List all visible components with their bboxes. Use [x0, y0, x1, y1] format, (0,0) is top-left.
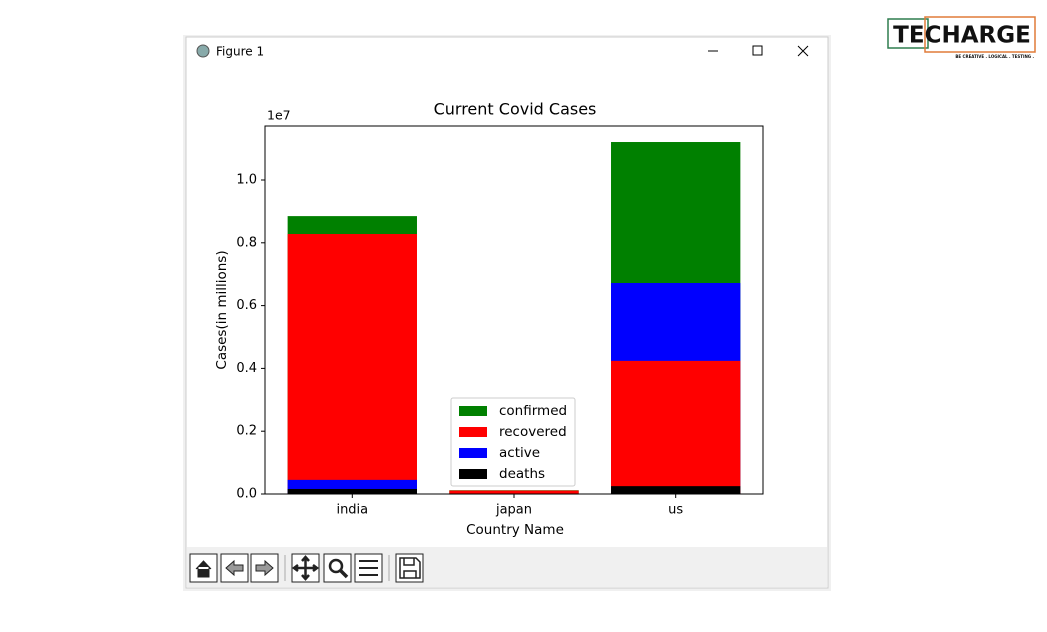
save-icon	[399, 557, 421, 579]
x-tick-label: us	[668, 503, 683, 518]
legend-label: active	[499, 445, 540, 461]
close-button[interactable]	[797, 45, 809, 57]
back-icon	[225, 559, 244, 577]
x-tick-label: japan	[495, 503, 532, 518]
bar	[611, 486, 741, 494]
legend-label: deaths	[499, 466, 545, 482]
plot	[287, 142, 741, 495]
bar	[287, 234, 417, 494]
x-tick-label: india	[336, 503, 368, 518]
zoom-icon	[338, 568, 349, 579]
maximize-button[interactable]	[752, 45, 763, 56]
legend	[450, 397, 576, 487]
y-tick-label: 0.0	[236, 487, 257, 502]
bar	[449, 490, 579, 494]
y-tick-label: 0.2	[236, 424, 257, 439]
zoom-button[interactable]	[323, 553, 352, 583]
y-tick-label: 0.8	[236, 235, 257, 250]
x-axis-label: Country Name	[466, 522, 564, 538]
configure-icon	[359, 560, 378, 576]
logo-box	[887, 18, 929, 49]
zoom-icon	[328, 558, 344, 574]
app-icon	[196, 44, 210, 58]
home-icon	[195, 560, 212, 578]
logo: TECHARGE	[893, 23, 1031, 49]
legend-swatch	[459, 427, 487, 437]
logo-box	[924, 16, 1036, 53]
y-tick-label: 0.6	[236, 298, 257, 313]
legend-label: confirmed	[499, 403, 567, 419]
legend-swatch	[459, 469, 487, 479]
offset-text: 1e7	[267, 108, 291, 123]
y-tick-label: 0.4	[236, 361, 257, 376]
bar	[611, 360, 741, 494]
legend-label: recovered	[499, 424, 567, 440]
y-axis-label: Cases(in millions)	[214, 250, 230, 369]
toolbar	[187, 547, 827, 587]
legend-swatch	[459, 406, 487, 416]
legend-swatch	[459, 448, 487, 458]
forward-icon	[255, 559, 274, 577]
y-tick-label: 1.0	[236, 173, 257, 188]
pan-icon	[291, 555, 320, 581]
home-button[interactable]	[189, 553, 218, 583]
bar	[287, 488, 417, 494]
window-title: Figure 1	[216, 45, 264, 59]
logo-tagline: BE CREATIVE . LOGICAL . TESTING .	[955, 54, 1034, 59]
chart-title: Current Covid Cases	[434, 100, 597, 119]
